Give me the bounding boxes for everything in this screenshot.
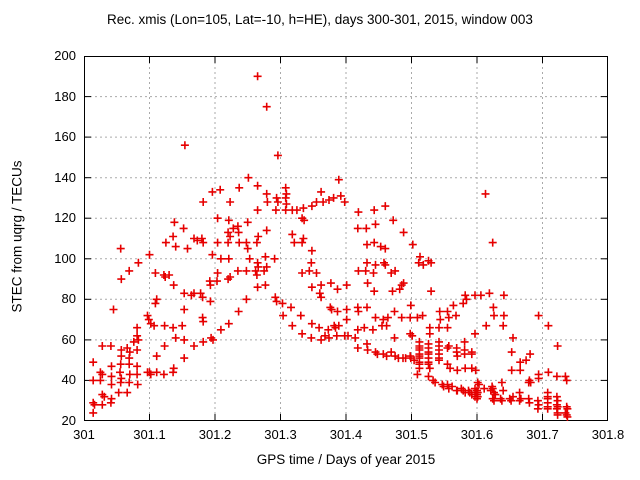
x-tick-label: 301.6 bbox=[460, 427, 494, 442]
x-tick-label: 301.8 bbox=[591, 427, 625, 442]
y-tick-label: 60 bbox=[61, 331, 76, 347]
x-tick-label: 301.5 bbox=[395, 427, 428, 442]
x-tick-label: 301.7 bbox=[526, 427, 559, 442]
x-tick-label: 301 bbox=[73, 427, 95, 442]
x-tick-label: 301.3 bbox=[264, 427, 297, 442]
y-tick-label: 160 bbox=[54, 129, 76, 145]
y-tick-label: 20 bbox=[61, 413, 76, 428]
x-axis-label: GPS time / Days of year 2015 bbox=[256, 452, 436, 467]
x-tick-label: 301.4 bbox=[329, 427, 363, 442]
x-tick-label: 301.1 bbox=[133, 427, 166, 442]
y-tick-label: 180 bbox=[54, 88, 76, 104]
y-tick-label: 40 bbox=[61, 372, 76, 388]
y-tick-label: 140 bbox=[54, 169, 76, 185]
y-tick-label: 100 bbox=[54, 250, 76, 266]
y-tick-label: 120 bbox=[54, 210, 76, 226]
plot-area bbox=[84, 56, 608, 421]
scatter-points bbox=[89, 72, 572, 421]
plot-svg bbox=[84, 56, 608, 421]
x-tick-label: 301.2 bbox=[198, 427, 232, 442]
chart-title: Rec. xmis (Lon=105, Lat=-10, h=HE), days… bbox=[107, 12, 533, 27]
y-tick-label: 200 bbox=[54, 48, 76, 63]
y-tick-label: 80 bbox=[61, 291, 76, 307]
